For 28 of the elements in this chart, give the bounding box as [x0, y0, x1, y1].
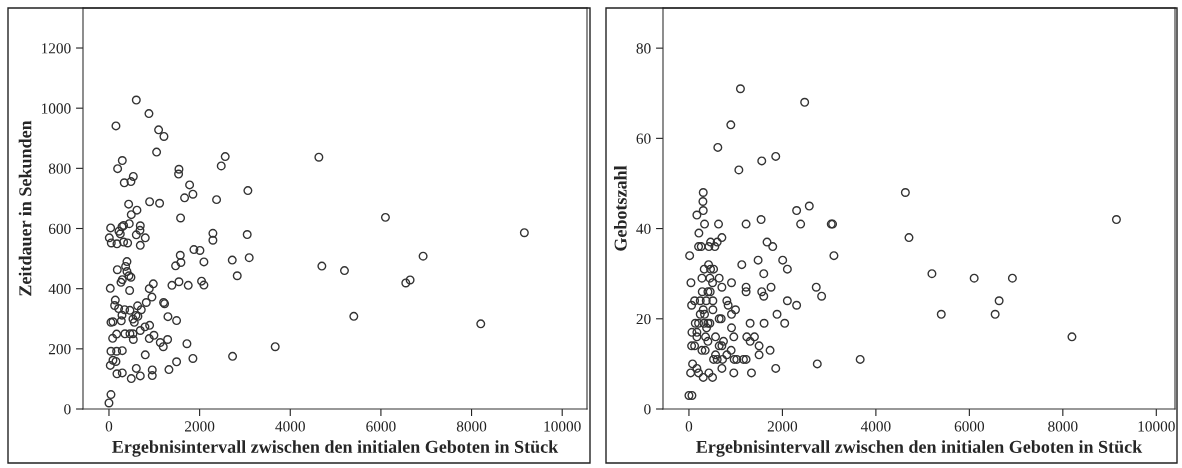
x-tick-label: 8000	[1048, 421, 1078, 432]
y-tick-label: 80	[636, 43, 651, 54]
y-tick-label: 60	[636, 133, 651, 144]
y-tick-label: 1200	[41, 43, 71, 54]
y-tick-label: 400	[48, 283, 71, 295]
y-tick-label: 40	[636, 223, 651, 235]
x-tick-label: 4000	[275, 421, 305, 432]
y-tick-label: 0	[644, 404, 651, 415]
y-axis-title: Gebotszahl	[613, 165, 627, 251]
x-tick-label: 0	[105, 421, 113, 432]
y-tick-label: 800	[48, 163, 71, 174]
x-tick-label: 10000	[544, 421, 581, 432]
y-axis-title: Zeitdauer in Sekunden	[18, 120, 32, 296]
x-tick-label: 10000	[1138, 421, 1175, 432]
x-tick-label: 6000	[954, 421, 985, 432]
y-tick-label: 1000	[41, 103, 71, 114]
y-tick-label: 20	[636, 313, 651, 325]
x-axis-title: Ergebnisintervall zwischen den initialen Geboten in Stück	[112, 440, 559, 457]
x-tick-label: 2000	[185, 421, 215, 432]
x-tick-label: 0	[685, 421, 693, 432]
x-tick-label: 4000	[860, 421, 891, 432]
y-tick-label: 0	[64, 404, 71, 415]
x-tick-label: 6000	[366, 421, 396, 432]
x-axis-title: Ergebnisintervall zwischen den initialen Geboten in Stück	[696, 440, 1143, 457]
y-tick-label: 600	[48, 223, 71, 234]
x-tick-label: 2000	[767, 421, 798, 432]
y-tick-label: 200	[48, 343, 71, 355]
x-tick-label: 8000	[456, 421, 487, 432]
